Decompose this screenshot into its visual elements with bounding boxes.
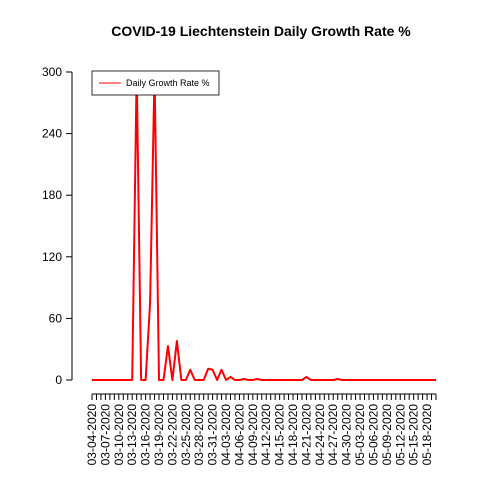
x-tick-label: 05-15-2020	[407, 404, 421, 466]
series-layer	[91, 71, 437, 381]
x-tick-label: 04-09-2020	[246, 404, 260, 466]
x-tick-label: 04-27-2020	[326, 404, 340, 466]
legend-label: Daily Growth Rate %	[126, 78, 210, 88]
x-tick-label: 04-15-2020	[273, 404, 287, 466]
chart-title: COVID-19 Liechtenstein Daily Growth Rate…	[111, 23, 411, 39]
x-tick-label: 03-25-2020	[179, 404, 193, 466]
x-tick-label: 05-06-2020	[366, 404, 380, 466]
x-tick-label: 03-13-2020	[125, 404, 139, 466]
x-axis: 03-04-2020 03-07-2020 03-10-2020 03-13-2020…	[85, 393, 437, 466]
x-tick-label: 03-22-2020	[165, 404, 179, 466]
y-tick-label: 300	[42, 65, 62, 79]
legend: Daily Growth Rate %	[91, 70, 220, 96]
x-tick-label: 04-12-2020	[259, 404, 273, 466]
y-tick-label: 180	[42, 188, 62, 202]
x-tick-label: 05-12-2020	[393, 404, 407, 466]
x-tick-label: 05-09-2020	[380, 404, 394, 466]
y-tick-label: 240	[42, 127, 62, 141]
x-tick-label: 05-03-2020	[353, 404, 367, 466]
y-axis: 0 60 120 180 240 300	[42, 65, 73, 387]
x-tick-label: 05-18-2020	[420, 404, 434, 466]
x-tick-label: 04-30-2020	[340, 404, 354, 466]
x-tick-label: 04-18-2020	[286, 404, 300, 466]
x-tick-label: 03-07-2020	[98, 404, 112, 466]
x-tick-label: 03-19-2020	[152, 404, 166, 466]
x-tick-label: 04-21-2020	[299, 404, 313, 466]
series-line-daily-growth-rate	[92, 71, 436, 381]
x-tick-label: 03-28-2020	[192, 404, 206, 466]
y-tick-label: 60	[49, 311, 63, 325]
x-tick-label: 03-10-2020	[112, 404, 126, 466]
y-tick-label: 0	[55, 373, 62, 387]
x-tick-label: 04-03-2020	[219, 404, 233, 466]
x-tick-label: 03-31-2020	[206, 404, 220, 466]
y-tick-label: 120	[42, 250, 62, 264]
x-tick-label: 03-16-2020	[139, 404, 153, 466]
x-tick-label: 03-04-2020	[85, 404, 99, 466]
x-tick-label: 04-24-2020	[313, 404, 327, 466]
x-tick-label: 04-06-2020	[232, 404, 246, 466]
